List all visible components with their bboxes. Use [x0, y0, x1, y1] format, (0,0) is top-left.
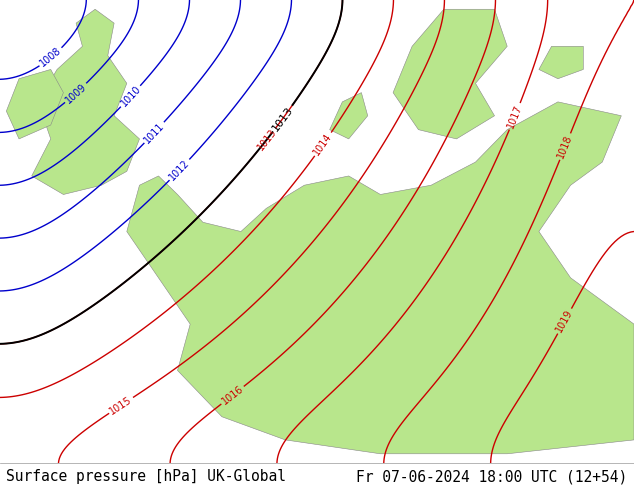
Text: 1008: 1008: [38, 46, 63, 69]
Text: 1019: 1019: [554, 308, 575, 334]
Polygon shape: [393, 9, 507, 139]
Polygon shape: [6, 70, 63, 139]
Text: 1016: 1016: [220, 384, 245, 407]
Text: 1012: 1012: [167, 157, 191, 182]
Polygon shape: [127, 102, 634, 454]
Text: Surface pressure [hPa] UK-Global: Surface pressure [hPa] UK-Global: [6, 469, 287, 484]
Text: 1011: 1011: [142, 120, 166, 145]
Text: 1015: 1015: [108, 394, 134, 416]
Polygon shape: [32, 9, 139, 195]
Text: 1014: 1014: [312, 131, 334, 157]
Polygon shape: [330, 93, 368, 139]
Text: 1010: 1010: [119, 84, 143, 109]
Text: 1013: 1013: [270, 104, 295, 133]
Text: 1018: 1018: [556, 133, 574, 160]
Text: 1017: 1017: [505, 103, 524, 130]
Text: Fr 07-06-2024 18:00 UTC (12+54): Fr 07-06-2024 18:00 UTC (12+54): [356, 469, 628, 484]
Text: 1009: 1009: [63, 81, 88, 105]
Polygon shape: [539, 47, 583, 79]
Text: 1013: 1013: [256, 127, 278, 152]
